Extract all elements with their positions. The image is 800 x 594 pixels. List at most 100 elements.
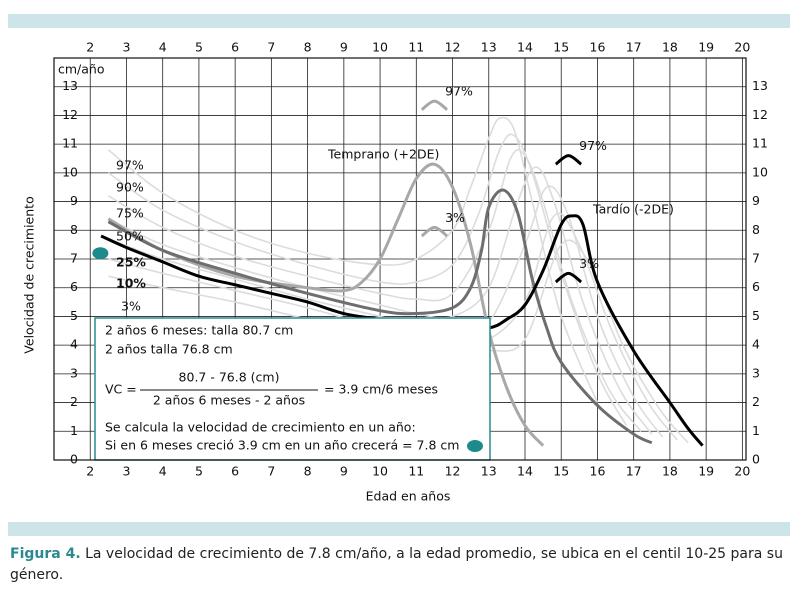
y-tick-label: 12 <box>62 107 78 122</box>
x-tick-label: 5 <box>195 464 203 479</box>
peak-label: 97% <box>579 138 607 153</box>
box-result: = 3.9 cm/6 meses <box>324 382 438 397</box>
x-tick-label: 18 <box>662 40 678 55</box>
y-tick-label: 10 <box>752 164 768 179</box>
x-tick-label: 3 <box>122 40 130 55</box>
y-tick-label: 9 <box>70 193 78 208</box>
y-tick-label: 7 <box>70 251 78 266</box>
x-tick-label: 17 <box>626 40 642 55</box>
series-label: 90% <box>116 180 144 195</box>
caption-label: Figura 4. <box>10 546 81 562</box>
x-tick-label: 11 <box>408 40 424 55</box>
x-tick-label: 4 <box>159 464 167 479</box>
peak-arc <box>420 99 449 111</box>
x-tick-label: 10 <box>372 464 388 479</box>
y-tick-label: 0 <box>752 452 760 467</box>
x-tick-label: 13 <box>481 464 497 479</box>
x-tick-label: 19 <box>698 40 714 55</box>
x-tick-label: 20 <box>734 40 750 55</box>
peak-arc <box>554 154 583 166</box>
y-tick-label: 13 <box>62 78 78 93</box>
x-tick-label: 8 <box>304 464 312 479</box>
series-line <box>107 116 599 403</box>
series-label: 75% <box>116 206 144 221</box>
x-tick-label: 12 <box>445 40 461 55</box>
y-tick-label: 4 <box>752 337 760 352</box>
y-tick-label: 8 <box>752 222 760 237</box>
x-tick-label: 4 <box>159 40 167 55</box>
series-label: 3% <box>121 299 141 314</box>
x-tick-label: 7 <box>267 40 275 55</box>
caption: Figura 4. La velocidad de crecimiento de… <box>10 544 792 586</box>
x-tick-label: 2 <box>86 40 94 55</box>
y-tick-label: 3 <box>752 365 760 380</box>
grid <box>54 58 746 461</box>
x-tick-label: 9 <box>340 40 348 55</box>
x-tick-label: 20 <box>734 464 750 479</box>
series-line <box>108 166 653 435</box>
x-tick-label: 16 <box>590 40 606 55</box>
y-tick-label: 7 <box>752 251 760 266</box>
y-tick-label: 3 <box>70 365 78 380</box>
y-tick-label: 2 <box>70 394 78 409</box>
box-line: Si en 6 meses creció 3.9 cm en un año cr… <box>105 438 459 453</box>
x-axis-label: Edad en años <box>366 489 451 504</box>
y-tick-label: 6 <box>70 279 78 294</box>
y-axis-label: Velocidad de crecimiento <box>22 196 37 353</box>
x-tick-label: 14 <box>517 40 533 55</box>
x-tick-label: 10 <box>372 40 388 55</box>
y-tick-label: 10 <box>62 164 78 179</box>
x-tick-label: 7 <box>267 464 275 479</box>
box-line: 2 años 6 meses: talla 80.7 cm <box>105 323 293 338</box>
calc-box <box>94 317 491 461</box>
box-denominator: 2 años 6 meses - 2 años <box>153 393 305 408</box>
series-label: Tardío (-2DE) <box>592 202 674 217</box>
x-tick-label: 6 <box>231 464 239 479</box>
y-tick-label: 5 <box>752 308 760 323</box>
series-label: 50% <box>116 229 144 244</box>
x-tick-label: 12 <box>445 464 461 479</box>
x-tick-label: 19 <box>698 464 714 479</box>
y-tick-label: 1 <box>752 423 760 438</box>
x-tick-label: 6 <box>231 40 239 55</box>
y-tick-label: 1 <box>70 423 78 438</box>
x-tick-label: 15 <box>553 40 569 55</box>
y-tick-label: 8 <box>70 222 78 237</box>
bottom-band <box>8 522 790 536</box>
x-tick-label: 16 <box>590 464 606 479</box>
frame <box>53 57 747 461</box>
peak-label: 3% <box>445 210 465 225</box>
y-tick-label: 13 <box>752 78 768 93</box>
y-tick-label: 9 <box>752 193 760 208</box>
x-tick-label: 9 <box>340 464 348 479</box>
x-tick-label: 13 <box>481 40 497 55</box>
peak-label: 97% <box>445 84 473 99</box>
peak-label: 3% <box>579 256 599 271</box>
x-tick-label: 14 <box>517 464 533 479</box>
caption-text: La velocidad de crecimiento de 7.8 cm/añ… <box>10 546 783 583</box>
series-line <box>107 188 653 445</box>
x-tick-label: 8 <box>304 40 312 55</box>
y-tick-label: 5 <box>70 308 78 323</box>
box-vc: VC = <box>105 382 137 397</box>
series-label: 10% <box>116 276 146 291</box>
patient-point <box>92 247 109 260</box>
box-line: Se calcula la velocidad de crecimiento e… <box>105 420 416 435</box>
x-tick-label: 5 <box>195 40 203 55</box>
curves <box>100 116 704 447</box>
x-tick-label: 18 <box>662 464 678 479</box>
series-label: 25% <box>116 255 146 270</box>
series-line <box>107 133 628 426</box>
y-tick-label: 2 <box>752 394 760 409</box>
box-numerator: 80.7 - 76.8 (cm) <box>179 370 280 385</box>
x-tick-label: 3 <box>122 464 130 479</box>
y-tick-label: 11 <box>62 136 78 151</box>
y-tick-label: 12 <box>752 107 768 122</box>
y-tick-label: 0 <box>70 452 78 467</box>
x-tick-label: 15 <box>553 464 569 479</box>
top-band <box>8 14 790 28</box>
peak-arc <box>554 271 583 284</box>
x-tick-label: 2 <box>86 464 94 479</box>
series-label: Temprano (+2DE) <box>327 147 439 162</box>
